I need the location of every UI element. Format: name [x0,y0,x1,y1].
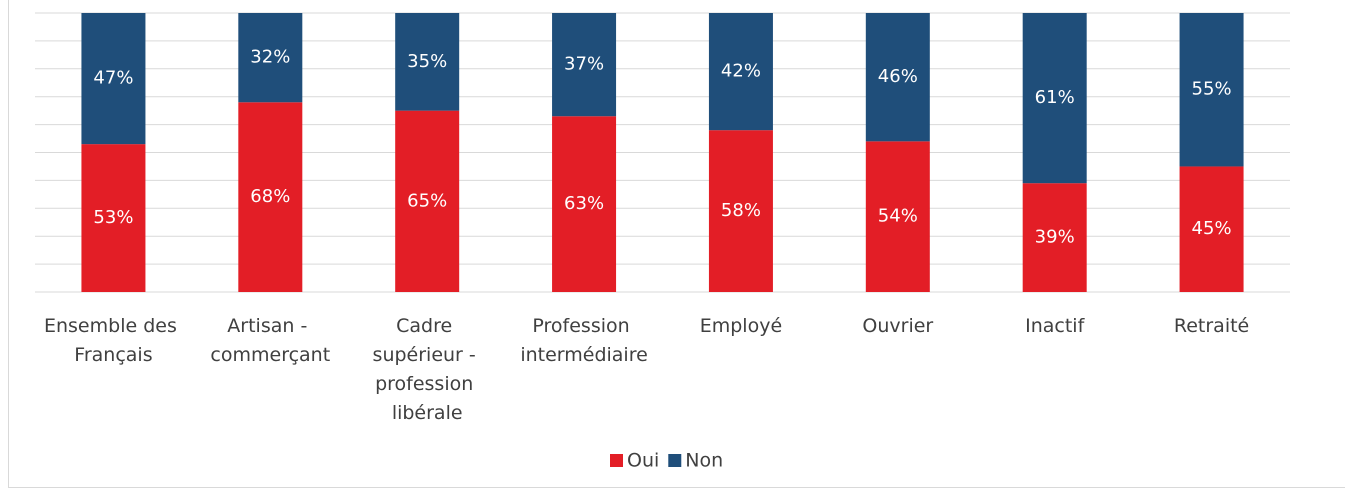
bar-segment [865,13,930,142]
value-label: 63% [564,193,604,214]
value-label: 61% [1035,87,1075,108]
x-tick-label: Artisan - commerçant [210,315,330,366]
value-label: 42% [721,61,761,82]
value-label: 58% [721,200,761,221]
legend-swatch [610,454,623,467]
legend-label: Non [685,450,723,472]
value-label: 39% [1035,227,1075,248]
bar-segment [708,13,773,131]
legend-label: Oui [627,450,659,472]
x-tick-label: Employé [700,315,782,337]
bar-segment [1022,13,1087,184]
value-label: 45% [1192,218,1232,239]
bar-segment [81,144,146,292]
x-tick-label: Cadre supérieur - profession libérale [373,315,482,424]
bar-segment [708,130,773,292]
x-tick-label: Ensemble des Français [44,315,183,366]
bar-segment [1179,166,1244,292]
value-label: 54% [878,206,918,227]
bar-segment [395,110,460,293]
value-label: 65% [407,190,447,211]
bar-segment [238,102,303,292]
bar-segment [1022,183,1087,292]
chart-frame [8,0,1345,488]
x-tick-label: Retraité [1174,315,1249,337]
x-tick-label: Profession intermédiaire [520,315,647,366]
value-label: 68% [250,186,290,207]
x-tick-label: Ouvrier [862,315,933,337]
value-label: 32% [250,47,290,68]
bar-segment [395,13,460,111]
legend-swatch [668,454,682,467]
value-label: 37% [564,54,604,75]
value-label: 46% [878,66,918,87]
bar-segment [552,116,617,292]
bar-segment [865,141,930,292]
bar-segment [81,13,146,145]
bar-segment [552,13,617,117]
value-label: 35% [407,51,447,72]
bar-segment [238,13,303,103]
bar-segment [1179,13,1244,167]
value-label: 47% [93,68,133,89]
x-tick-label: Inactif [1025,315,1085,337]
value-label: 55% [1192,79,1232,100]
value-label: 53% [93,207,133,228]
